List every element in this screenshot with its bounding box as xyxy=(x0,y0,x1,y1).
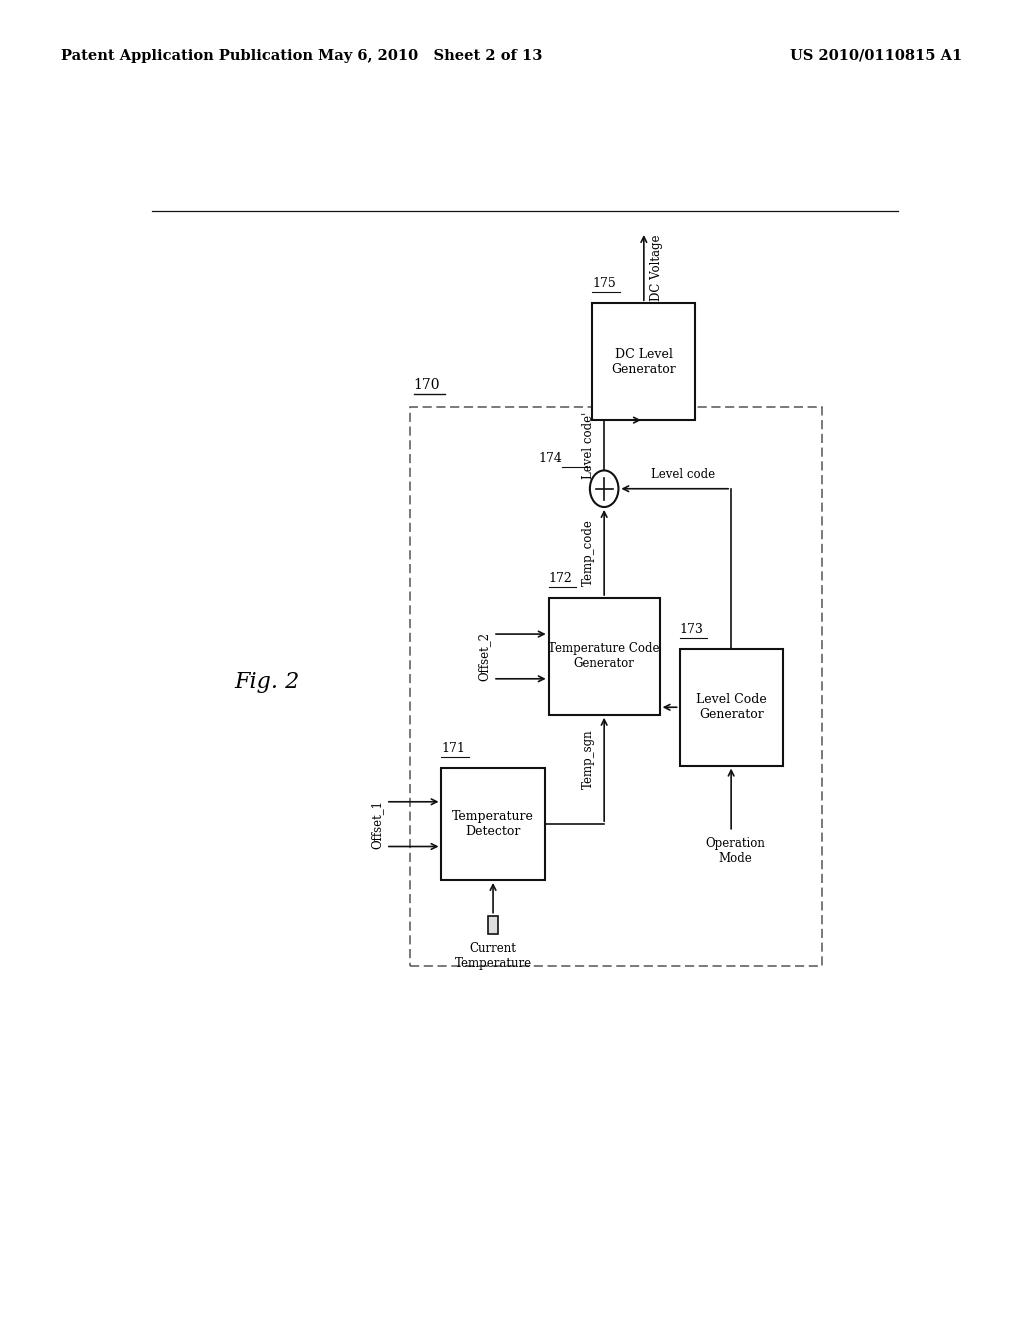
Text: Current
Temperature: Current Temperature xyxy=(455,942,531,970)
Text: Fig. 2: Fig. 2 xyxy=(234,671,299,693)
Text: 173: 173 xyxy=(680,623,703,636)
Text: DC Voltage: DC Voltage xyxy=(650,235,664,301)
Text: Temp_sgn: Temp_sgn xyxy=(582,730,595,789)
Text: Offset_2: Offset_2 xyxy=(477,632,490,681)
Text: May 6, 2010   Sheet 2 of 13: May 6, 2010 Sheet 2 of 13 xyxy=(317,49,543,63)
Text: Temperature
Detector: Temperature Detector xyxy=(453,810,534,838)
Text: Offset_1: Offset_1 xyxy=(371,800,384,849)
Text: Temperature Code
Generator: Temperature Code Generator xyxy=(549,643,659,671)
Text: 175: 175 xyxy=(592,277,616,290)
Text: Patent Application Publication: Patent Application Publication xyxy=(61,49,313,63)
Text: Level code: Level code xyxy=(651,467,716,480)
Text: 171: 171 xyxy=(441,742,465,755)
Bar xyxy=(549,598,659,715)
Text: Temp_code: Temp_code xyxy=(582,519,595,586)
Circle shape xyxy=(590,470,618,507)
Bar xyxy=(592,304,695,420)
Text: 174: 174 xyxy=(539,453,562,466)
Text: 172: 172 xyxy=(549,572,572,585)
Bar xyxy=(441,768,545,880)
Text: Level Code
Generator: Level Code Generator xyxy=(695,693,767,721)
Bar xyxy=(487,916,499,935)
Text: 170: 170 xyxy=(414,378,440,392)
Bar xyxy=(410,408,822,966)
Text: DC Level
Generator: DC Level Generator xyxy=(611,347,676,376)
Bar xyxy=(680,649,782,766)
Text: Level code': Level code' xyxy=(582,412,595,479)
Text: Operation
Mode: Operation Mode xyxy=(706,837,765,865)
Text: US 2010/0110815 A1: US 2010/0110815 A1 xyxy=(791,49,963,63)
